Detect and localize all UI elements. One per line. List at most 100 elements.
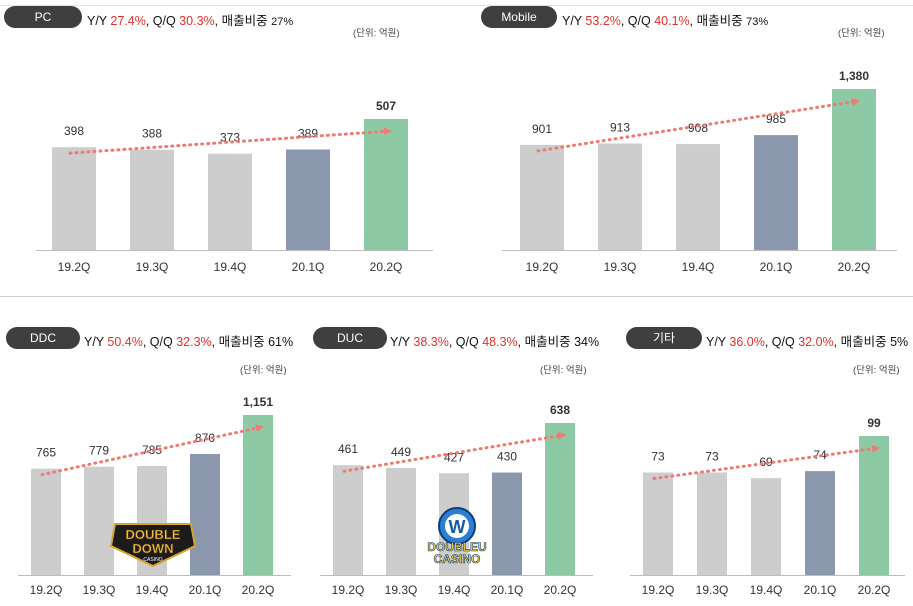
- bar: [52, 147, 96, 250]
- bar-value-label: 449: [391, 445, 411, 459]
- x-tick-label: 20.1Q: [491, 583, 524, 597]
- qq-value: 48.3%: [482, 335, 518, 349]
- growth-headline: Y/Y 50.4%, Q/Q 32.3%, 매출비중 61%: [84, 331, 293, 350]
- bar-value-label: 901: [532, 122, 552, 136]
- share-value: 34%: [574, 335, 600, 349]
- logo-badge-letter: W: [449, 517, 466, 537]
- bar: [31, 468, 61, 575]
- bar-value-label: 765: [36, 446, 56, 460]
- logo-text-line2: CASINO: [434, 552, 481, 566]
- doubledown-casino-logo: DOUBLE DOWN CASINO: [109, 523, 197, 568]
- share-label: , 매출비중: [214, 14, 272, 28]
- x-tick-label: 19.4Q: [214, 260, 247, 274]
- bar: [190, 454, 220, 575]
- qq-label: , Q/Q: [142, 335, 177, 349]
- doubleu-casino-logo: W DOUBLEU CASINO: [427, 507, 487, 566]
- growth-headline: Y/Y 27.4%, Q/Q 30.3%, 매출비중 27%: [87, 10, 293, 29]
- bar: [751, 478, 781, 575]
- bar: [286, 149, 330, 250]
- bar: [643, 472, 673, 575]
- bar-value-label: 430: [497, 450, 517, 464]
- growth-headline: Y/Y 53.2%, Q/Q 40.1%, 매출비중 73%: [562, 10, 768, 29]
- bar-value-label: 913: [610, 120, 630, 134]
- bar: [364, 119, 408, 250]
- bar: [130, 149, 174, 250]
- bar-value-label: 638: [550, 403, 570, 417]
- bar-value-label: 73: [651, 450, 665, 464]
- x-tick-label: 19.4Q: [682, 260, 715, 274]
- bar-value-label: 398: [64, 124, 84, 138]
- growth-headline: Y/Y 36.0%, Q/Q 32.0%, 매출비중 5%: [706, 331, 908, 350]
- yy-label: Y/Y: [390, 335, 414, 349]
- bar-value-label: 427: [444, 450, 464, 464]
- trend-arrow: [342, 432, 566, 473]
- share-value: 5%: [890, 335, 909, 349]
- qq-value: 40.1%: [654, 14, 690, 28]
- bar-value-label: 388: [142, 127, 162, 141]
- bar: [208, 153, 252, 250]
- bar: [676, 144, 720, 250]
- x-tick-label: 19.2Q: [332, 583, 365, 597]
- x-tick-label: 20.2Q: [242, 583, 275, 597]
- x-tick-label: 20.2Q: [544, 583, 577, 597]
- yy-value: 38.3%: [413, 335, 449, 349]
- segment-label-pill: DDC: [6, 327, 80, 349]
- qq-value: 32.0%: [798, 335, 834, 349]
- bar: [598, 143, 642, 250]
- trend-arrow: [40, 424, 264, 477]
- qq-value: 32.3%: [176, 335, 212, 349]
- x-tick-label: 20.2Q: [370, 260, 403, 274]
- trend-arrow: [68, 127, 392, 155]
- unit-label: (단위: 억원): [540, 365, 587, 376]
- qq-value: 30.3%: [179, 14, 215, 28]
- yy-value: 50.4%: [107, 335, 143, 349]
- x-tick-label: 20.1Q: [804, 583, 837, 597]
- yy-value: 53.2%: [585, 14, 621, 28]
- bar: [333, 465, 363, 575]
- x-tick-label: 19.2Q: [30, 583, 63, 597]
- logo-text-line3: CASINO: [143, 557, 162, 563]
- x-tick-label: 20.2Q: [838, 260, 871, 274]
- qq-label: , Q/Q: [620, 14, 655, 28]
- bar: [243, 415, 273, 575]
- share-value: 61%: [268, 335, 294, 349]
- bar: [386, 468, 416, 575]
- yy-label: Y/Y: [562, 14, 586, 28]
- logo-text-line1: DOUBLEU: [427, 540, 486, 554]
- segment-label-pill: PC: [4, 6, 82, 28]
- share-label: , 매출비중: [517, 335, 575, 349]
- x-tick-label: 19.4Q: [438, 583, 471, 597]
- x-tick-label: 19.3Q: [136, 260, 169, 274]
- unit-label: (단위: 억원): [838, 28, 885, 39]
- x-tick-label: 19.3Q: [83, 583, 116, 597]
- segment-label-pill: Mobile: [481, 6, 557, 28]
- top-divider: [0, 5, 913, 6]
- x-tick-label: 19.3Q: [696, 583, 729, 597]
- x-tick-label: 19.2Q: [526, 260, 559, 274]
- segment-label-pill: 기타: [626, 327, 702, 349]
- bar-value-label: 389: [298, 126, 318, 140]
- unit-label: (단위: 억원): [853, 365, 900, 376]
- share-value: 27%: [271, 16, 294, 28]
- bar: [697, 472, 727, 575]
- growth-headline: Y/Y 38.3%, Q/Q 48.3%, 매출비중 34%: [390, 331, 599, 350]
- unit-label: (단위: 억원): [240, 365, 287, 376]
- x-tick-label: 20.1Q: [292, 260, 325, 274]
- bar-value-label: 779: [89, 444, 109, 458]
- bar-value-label: 73: [705, 450, 719, 464]
- yy-value: 36.0%: [729, 335, 765, 349]
- bar: [754, 135, 798, 250]
- segment-label-pill: DUC: [313, 327, 387, 349]
- logo-text-line1: DOUBLE: [126, 527, 181, 542]
- x-tick-label: 20.1Q: [189, 583, 222, 597]
- x-tick-label: 20.2Q: [858, 583, 891, 597]
- trend-arrow: [536, 97, 860, 153]
- qq-label: , Q/Q: [448, 335, 483, 349]
- bar-value-label: 99: [867, 416, 881, 430]
- middle-divider: [0, 296, 913, 297]
- share-label: , 매출비중: [211, 335, 269, 349]
- yy-label: Y/Y: [87, 14, 111, 28]
- bar: [805, 471, 835, 575]
- bar: [545, 423, 575, 575]
